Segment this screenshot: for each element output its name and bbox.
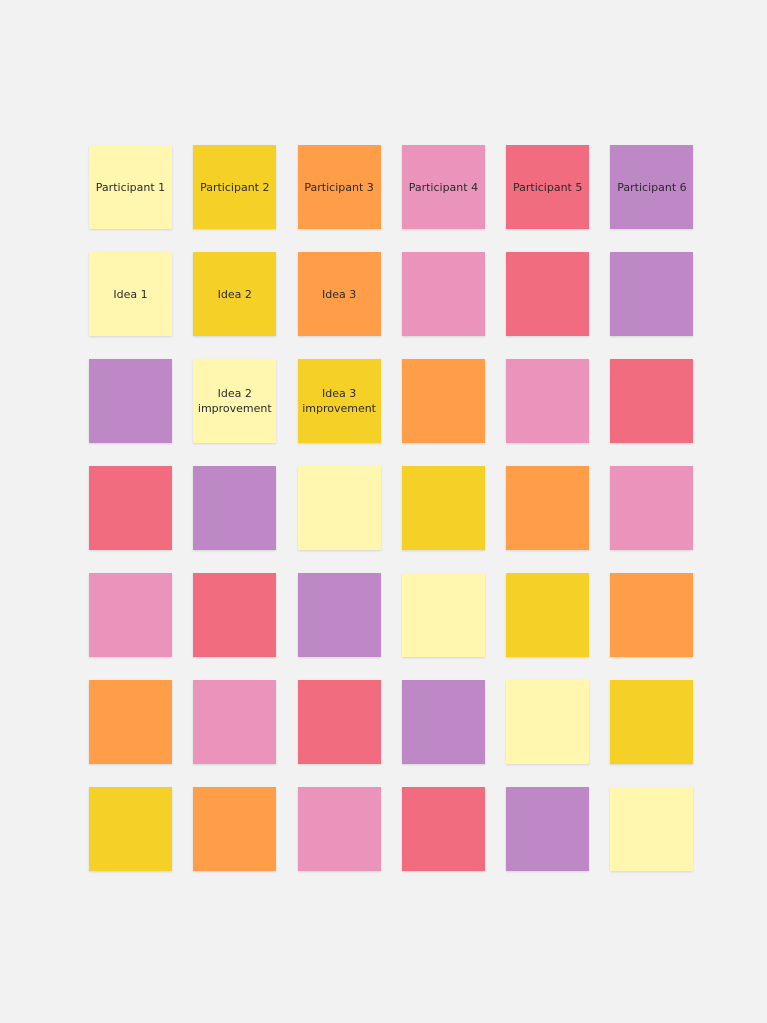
sticky-note[interactable] <box>610 787 694 871</box>
sticky-note-text: Participant 3 <box>304 180 374 194</box>
sticky-note[interactable] <box>193 466 277 550</box>
sticky-note[interactable]: Idea 2 improvement <box>193 359 277 443</box>
sticky-note[interactable] <box>401 466 485 550</box>
sticky-note[interactable] <box>610 680 694 764</box>
sticky-note-text: Participant 6 <box>617 180 687 194</box>
sticky-note[interactable]: Participant 2 <box>193 145 277 229</box>
sticky-note[interactable]: Participant 5 <box>506 145 590 229</box>
sticky-note[interactable]: Participant 1 <box>89 145 172 229</box>
sticky-note[interactable] <box>401 787 485 871</box>
sticky-note[interactable] <box>506 680 590 764</box>
sticky-note-text: Idea 3 <box>321 287 357 301</box>
sticky-note[interactable] <box>89 359 172 443</box>
sticky-note-board: Participant 1 Participant 2 Participant 3 P… <box>89 145 694 871</box>
sticky-note[interactable]: Participant 3 <box>297 145 381 229</box>
sticky-note[interactable] <box>193 573 277 657</box>
sticky-note-text: Participant 4 <box>408 180 479 194</box>
sticky-note-text: Participant 2 <box>200 180 270 194</box>
sticky-note[interactable] <box>401 359 485 443</box>
sticky-note[interactable] <box>297 466 381 550</box>
sticky-note-text: Participant 5 <box>512 180 583 194</box>
sticky-note[interactable]: Participant 6 <box>610 145 694 229</box>
sticky-note[interactable] <box>193 787 277 871</box>
sticky-note[interactable] <box>297 787 381 871</box>
sticky-note[interactable] <box>610 466 694 550</box>
sticky-note-text: Idea 1 <box>113 287 148 301</box>
sticky-note-text: Participant 1 <box>95 180 166 194</box>
sticky-note[interactable] <box>506 787 590 871</box>
sticky-note[interactable] <box>506 252 590 336</box>
sticky-note[interactable] <box>506 573 590 657</box>
sticky-note-text: Idea 2 <box>217 287 252 301</box>
sticky-note[interactable] <box>610 359 694 443</box>
sticky-note[interactable] <box>401 252 485 336</box>
sticky-note[interactable] <box>610 252 694 336</box>
sticky-note[interactable]: Idea 1 <box>89 252 172 336</box>
sticky-note[interactable]: Idea 3 improvement <box>297 359 381 443</box>
sticky-note[interactable] <box>610 573 694 657</box>
sticky-note[interactable] <box>297 573 381 657</box>
sticky-note-text: Idea 2 improvement <box>197 387 272 415</box>
sticky-note-text: Idea 3 improvement <box>302 387 376 415</box>
sticky-note[interactable] <box>89 680 172 764</box>
sticky-note[interactable]: Participant 4 <box>401 145 485 229</box>
sticky-note[interactable] <box>297 680 381 764</box>
sticky-note[interactable]: Idea 3 <box>297 252 381 336</box>
sticky-note[interactable] <box>506 359 590 443</box>
sticky-note[interactable] <box>89 787 172 871</box>
sticky-note[interactable] <box>506 466 590 550</box>
sticky-note[interactable] <box>89 573 172 657</box>
sticky-note[interactable] <box>89 466 172 550</box>
sticky-note[interactable] <box>193 680 277 764</box>
sticky-note[interactable]: Idea 2 <box>193 252 277 336</box>
sticky-note[interactable] <box>401 573 485 657</box>
sticky-note[interactable] <box>401 680 485 764</box>
